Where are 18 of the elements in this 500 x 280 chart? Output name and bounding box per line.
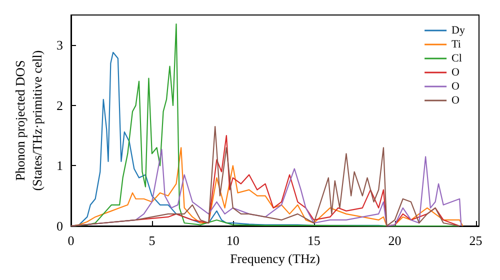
y-tick-label: 3: [56, 38, 63, 53]
x-tick-label: 20: [388, 233, 402, 248]
legend-label: O: [452, 80, 460, 92]
y-axis-title: Phonon projected DOS (States/THz·primitive cell): [12, 50, 45, 191]
x-axis-title: Frequency (THz): [230, 250, 320, 266]
legend-label: Cl: [452, 52, 462, 64]
legend-label: O: [452, 66, 460, 78]
x-tick-label: 15: [307, 233, 320, 248]
x-tick-label: 25: [469, 233, 482, 248]
x-tick-label: 10: [226, 233, 240, 248]
y-tick-label: 0: [56, 218, 63, 234]
x-tick-label: 0: [68, 233, 74, 248]
y-tick-label: 2: [56, 98, 63, 113]
y-tick-label: 1: [56, 158, 63, 174]
x-tick-label: 5: [148, 233, 156, 248]
legend-label: Ti: [452, 38, 461, 50]
legend-label: O: [452, 94, 460, 106]
legend-label: Dy: [452, 24, 466, 36]
